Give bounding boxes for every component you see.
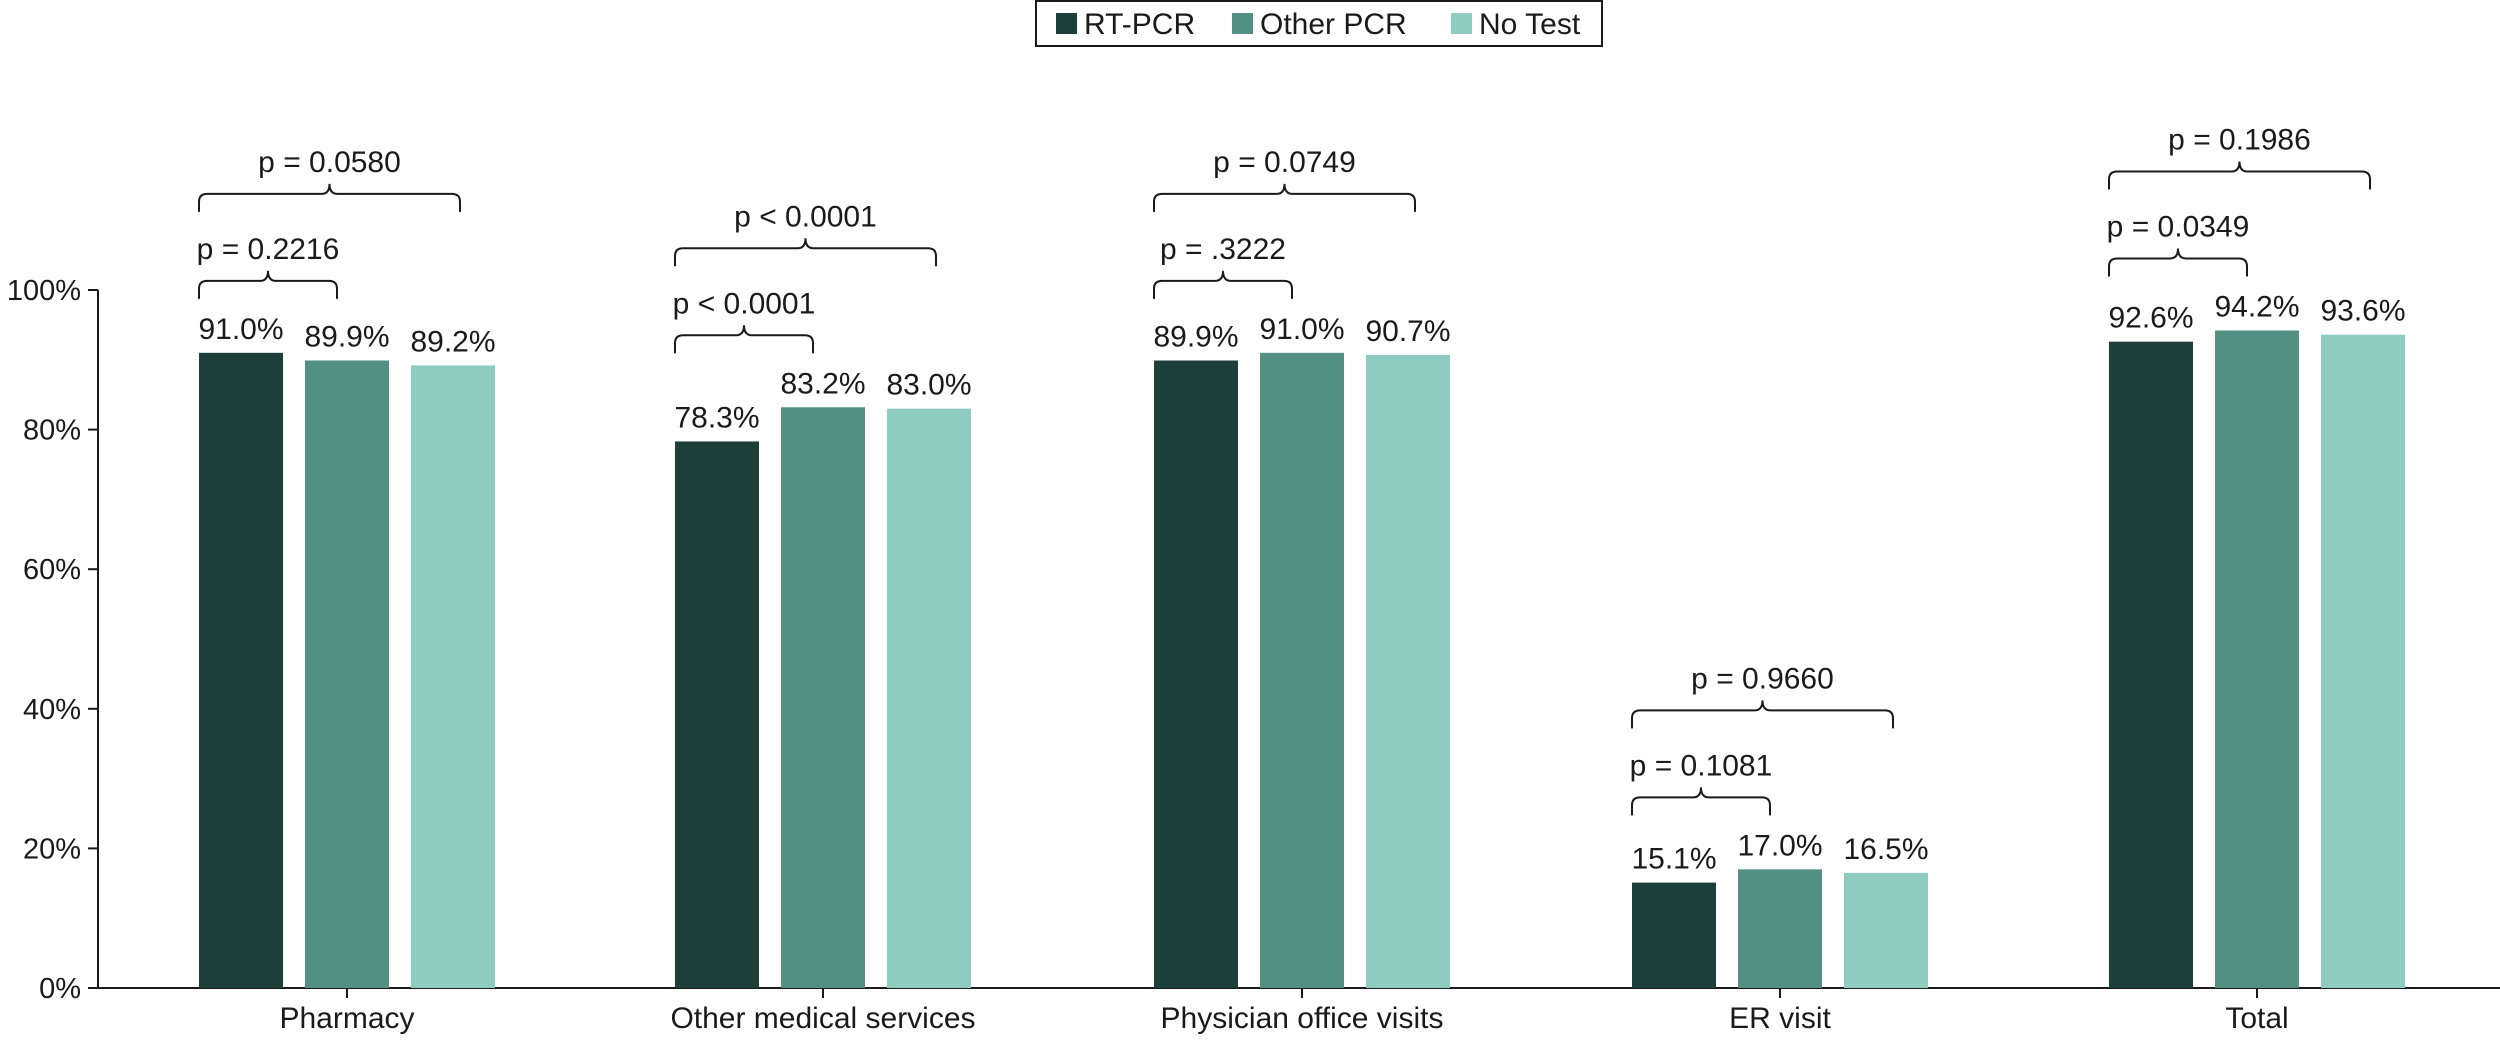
p-bracket	[198, 270, 338, 299]
bar	[1366, 354, 1450, 988]
bars	[199, 330, 2405, 989]
p-value-brackets: p = 0.2216 p = 0.0580 p < 0.0001 p < 0.0001…	[197, 123, 2371, 816]
p-bracket	[1631, 700, 1894, 729]
y-tick-label: 20%	[23, 833, 81, 865]
p-bracket	[1153, 270, 1293, 299]
p-value-label: p = 0.9660	[1691, 662, 1834, 695]
data-label: 83.2%	[780, 367, 865, 400]
legend-label: Other PCR	[1260, 8, 1407, 41]
bar	[199, 352, 283, 988]
p-bracket	[674, 325, 814, 354]
legend-swatch	[1232, 13, 1253, 34]
x-category-label: ER visit	[1729, 1002, 1831, 1035]
data-label: 16.5%	[1843, 833, 1928, 866]
p-value-label: p = 0.1986	[2168, 123, 2311, 156]
p-value-label: p = 0.0349	[2107, 210, 2250, 243]
bar	[411, 365, 495, 988]
p-value-label: p < 0.0001	[673, 287, 816, 320]
y-tick-label: 100%	[7, 275, 81, 307]
p-bracket	[1631, 787, 1771, 816]
data-label: 94.2%	[2214, 290, 2299, 323]
p-bracket	[2108, 161, 2371, 190]
data-label: 17.0%	[1737, 829, 1822, 862]
bar	[1632, 882, 1716, 988]
bar	[305, 360, 389, 988]
p-value-label: p = .3222	[1160, 233, 1286, 266]
p-bracket	[2108, 248, 2248, 277]
x-category-label: Physician office visits	[1161, 1002, 1444, 1035]
data-label: 89.9%	[304, 320, 389, 353]
bar	[1260, 352, 1344, 988]
p-bracket	[1153, 183, 1416, 212]
y-tick-label: 0%	[39, 973, 81, 1005]
bar	[675, 441, 759, 988]
x-category-label: Other medical services	[670, 1002, 975, 1035]
p-bracket	[198, 183, 461, 212]
bar	[1844, 872, 1928, 988]
p-value-label: p = 0.1081	[1630, 749, 1773, 782]
p-value-label: p = 0.2216	[197, 233, 340, 266]
legend-box	[1035, 0, 1603, 47]
legend-label: No Test	[1479, 8, 1581, 41]
data-label: 78.3%	[674, 401, 759, 434]
legend-label: RT-PCR	[1084, 8, 1195, 41]
y-tick-label: 80%	[23, 415, 81, 447]
p-value-label: p < 0.0001	[734, 200, 877, 233]
data-label: 90.7%	[1365, 315, 1450, 348]
legend-swatch	[1451, 13, 1472, 34]
bar	[2215, 330, 2299, 988]
data-label: 91.0%	[1259, 313, 1344, 346]
value-labels: 91.0% 89.9% 89.2% 78.3% 83.2% 83.0% 89.9% 91.0%…	[198, 290, 2405, 875]
bar	[1154, 360, 1238, 988]
bar	[2321, 334, 2405, 988]
p-bracket	[674, 238, 937, 267]
x-axis: Pharmacy Other medical services Physician …	[98, 987, 2500, 1035]
x-category-label: Pharmacy	[279, 1002, 414, 1035]
bar	[1738, 869, 1822, 988]
legend: RT-PCR Other PCR No Test	[1035, 0, 1603, 47]
data-label: 92.6%	[2108, 302, 2193, 335]
p-value-label: p = 0.0749	[1213, 146, 1356, 179]
y-tick-label: 60%	[23, 554, 81, 586]
y-axis: 0% 20% 40% 60% 80% 100%	[7, 275, 99, 1005]
data-label: 91.0%	[198, 313, 283, 346]
p-value-label: p = 0.0580	[258, 146, 401, 179]
data-label: 15.1%	[1631, 843, 1716, 876]
y-tick-label: 40%	[23, 694, 81, 726]
bar	[2109, 341, 2193, 989]
bar	[887, 408, 971, 988]
x-category-label: Total	[2225, 1002, 2288, 1035]
bar	[781, 407, 865, 988]
data-label: 89.2%	[410, 325, 495, 358]
data-label: 89.9%	[1153, 320, 1238, 353]
legend-swatch	[1056, 13, 1077, 34]
data-label: 93.6%	[2320, 295, 2405, 328]
data-label: 83.0%	[886, 369, 971, 402]
